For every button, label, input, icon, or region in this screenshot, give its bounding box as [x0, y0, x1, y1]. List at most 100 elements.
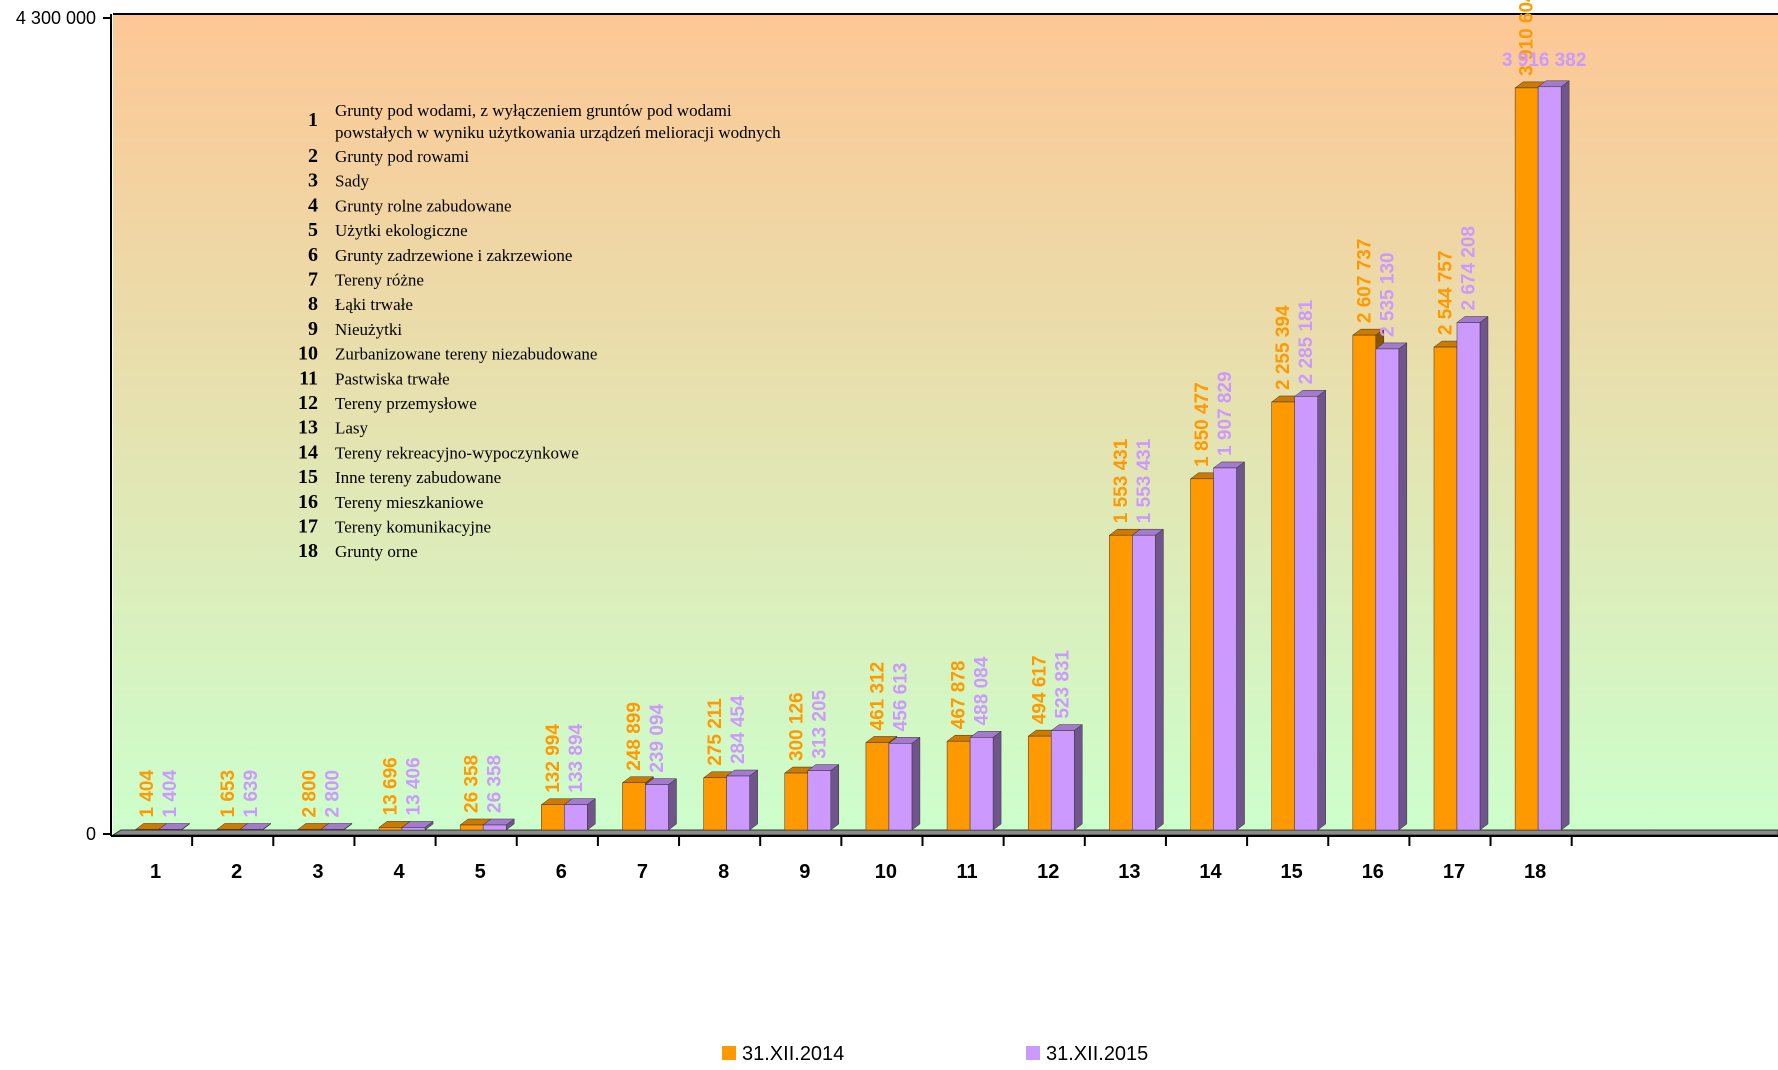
category-legend-label: Grunty pod wodami, z wyłączeniem gruntów…	[335, 101, 732, 120]
bar-front-face	[1050, 730, 1075, 831]
bar-front-face	[297, 829, 322, 831]
bar-2015	[888, 736, 921, 831]
bar-front-face	[1109, 534, 1133, 831]
category-legend-number: 17	[298, 516, 318, 538]
bar-2015	[807, 764, 840, 831]
x-tick-label: 8	[718, 861, 729, 883]
bar-front-face	[807, 770, 832, 831]
bar-2015	[157, 823, 191, 831]
data-label: 26 358	[462, 755, 483, 813]
category-legend-label: Sady	[335, 172, 370, 191]
bar-front-face	[1027, 735, 1052, 831]
x-tick-label: 2	[231, 861, 242, 883]
data-label: 26 358	[485, 755, 506, 813]
bar-front-face	[645, 784, 669, 831]
bar-side-face	[1073, 724, 1083, 831]
bar-front-face	[459, 824, 484, 831]
legend-swatch-1	[1026, 1046, 1040, 1060]
bar-front-face	[726, 775, 750, 831]
bar-front-face	[1537, 86, 1562, 831]
data-label: 2 285 181	[1296, 299, 1317, 384]
data-label: 494 617	[1030, 655, 1051, 724]
x-tick-label: 4	[393, 861, 405, 883]
data-label: 1 404	[137, 770, 158, 818]
bar-front-face	[1271, 401, 1295, 831]
category-legend-label: Grunty zadrzewione i zakrzewione	[335, 246, 572, 265]
bar-2015	[401, 820, 434, 831]
data-label: 2 800	[299, 770, 320, 818]
x-tick-label: 1	[150, 861, 161, 883]
bar-front-face	[216, 829, 240, 831]
data-label: 467 878	[949, 661, 970, 730]
data-label: 3 916 382	[1502, 50, 1587, 71]
bar-2015	[1212, 461, 1246, 831]
bar-front-face	[622, 782, 646, 831]
bar-front-face	[1352, 334, 1377, 831]
category-legend-label: Grunty pod rowami	[335, 147, 469, 166]
data-label: 1 553 431	[1134, 438, 1155, 523]
bar-front-face	[946, 740, 971, 831]
category-legend-number: 3	[308, 170, 318, 192]
bar-front-face	[1294, 396, 1318, 831]
data-label: 1 639	[241, 770, 262, 818]
data-label: 133 894	[566, 723, 587, 792]
bar-side-face	[911, 736, 921, 831]
data-label: 248 899	[624, 702, 645, 771]
bar-front-face	[865, 742, 890, 831]
category-legend-number: 2	[308, 145, 318, 167]
bar-2015	[969, 730, 1002, 831]
x-tick-label: 12	[1037, 861, 1059, 883]
data-label: 1 553 431	[1111, 438, 1132, 523]
category-legend-label: Tereny różne	[335, 271, 424, 290]
bar-front-face	[1213, 467, 1237, 831]
x-tick-label: 5	[475, 861, 486, 883]
bar-side-face	[1155, 528, 1164, 831]
data-label: 300 126	[786, 692, 807, 761]
category-legend-number: 18	[298, 540, 318, 562]
bar-front-face	[888, 743, 913, 831]
bar-2015	[1293, 389, 1327, 831]
bar-front-face	[1132, 534, 1156, 831]
x-tick-label: 10	[875, 861, 897, 883]
bar-front-face	[784, 772, 809, 831]
x-tick-label: 6	[556, 861, 567, 883]
category-legend-number: 13	[298, 417, 318, 439]
category-legend-label: Grunty rolne zabudowane	[335, 196, 512, 215]
category-legend-label: Użytki ekologiczne	[335, 221, 468, 240]
x-tick-label: 9	[799, 861, 810, 883]
x-tick-label: 15	[1281, 861, 1303, 883]
category-legend-number: 4	[308, 194, 318, 216]
category-legend-number: 15	[298, 466, 318, 488]
category-legend-number: 14	[298, 441, 318, 463]
data-label: 3 910 604	[1517, 0, 1538, 76]
bar-2015	[563, 798, 597, 831]
data-label: 2 800	[322, 770, 343, 818]
bar-front-face	[135, 829, 159, 831]
x-tick-label: 11	[956, 861, 977, 883]
category-legend-label: Lasy	[335, 419, 369, 438]
bar-side-face	[1479, 316, 1489, 831]
category-legend-label: Tereny przemysłowe	[335, 394, 477, 413]
category-legend-label: Inne tereny zabudowane	[335, 468, 501, 487]
data-label: 1 907 829	[1215, 371, 1236, 456]
bar-2015	[1050, 724, 1083, 831]
bar-front-face	[401, 827, 426, 831]
category-legend-number: 11	[299, 367, 318, 389]
floor-3d	[111, 829, 1778, 836]
category-legend-label: Łąki trwałe	[335, 295, 413, 314]
data-label: 2 607 737	[1354, 239, 1375, 324]
bar-side-face	[668, 778, 677, 831]
bar-2015	[482, 818, 515, 831]
data-label: 275 211	[705, 698, 726, 766]
bar-2015	[1375, 342, 1408, 831]
data-label: 13 696	[381, 757, 402, 815]
category-legend-number: 1	[308, 109, 318, 131]
bar-2015	[1131, 528, 1165, 831]
data-label: 313 205	[809, 689, 830, 758]
bar-side-face	[1398, 342, 1408, 831]
data-label: 1 653	[218, 770, 239, 818]
category-legend-number: 7	[308, 269, 318, 291]
data-label: 1 850 477	[1192, 382, 1213, 467]
x-tick-label: 14	[1199, 861, 1222, 883]
